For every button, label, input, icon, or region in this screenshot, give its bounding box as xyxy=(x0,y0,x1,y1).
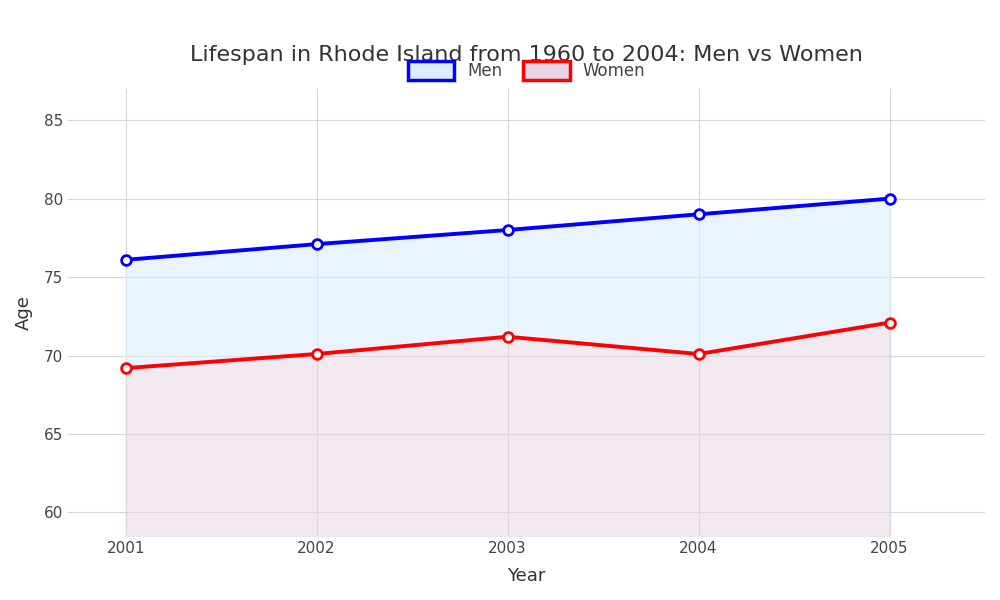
Y-axis label: Age: Age xyxy=(15,295,33,330)
X-axis label: Year: Year xyxy=(507,567,546,585)
Legend: Men, Women: Men, Women xyxy=(399,52,654,88)
Title: Lifespan in Rhode Island from 1960 to 2004: Men vs Women: Lifespan in Rhode Island from 1960 to 20… xyxy=(190,45,863,65)
